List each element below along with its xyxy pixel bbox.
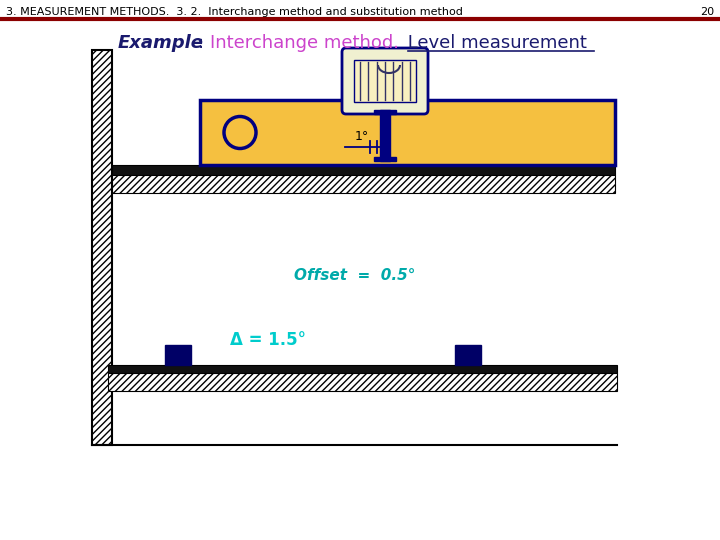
Text: Offset  =  0.5°: Offset = 0.5°	[294, 267, 415, 282]
Bar	[374, 157, 396, 161]
Text: Example: Example	[118, 34, 204, 52]
Bar	[112, 175, 615, 193]
Text: 1°: 1°	[355, 130, 369, 143]
Bar	[374, 110, 396, 114]
Text: Interchange method.: Interchange method.	[210, 34, 399, 52]
Text: Level measurement: Level measurement	[402, 34, 587, 52]
Text: 20: 20	[700, 7, 714, 17]
Text: 3. MEASUREMENT METHODS.  3. 2.  Interchange method and substitution method: 3. MEASUREMENT METHODS. 3. 2. Interchang…	[6, 7, 463, 17]
Bar	[354, 60, 416, 102]
Bar	[108, 365, 617, 373]
Bar	[108, 373, 617, 391]
FancyBboxPatch shape	[342, 48, 428, 114]
Text: :: :	[198, 34, 210, 52]
Circle shape	[224, 117, 256, 148]
Bar	[92, 50, 112, 445]
Bar	[112, 165, 615, 175]
Text: Δ = 1.5°: Δ = 1.5°	[230, 331, 306, 349]
Bar	[200, 100, 615, 165]
Bar	[165, 345, 191, 365]
Bar	[380, 110, 390, 161]
Bar	[455, 345, 481, 365]
